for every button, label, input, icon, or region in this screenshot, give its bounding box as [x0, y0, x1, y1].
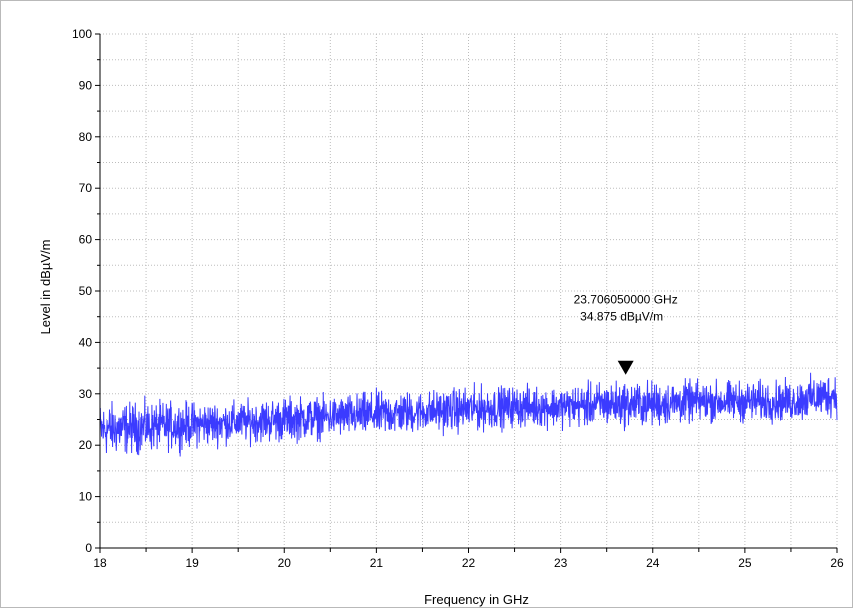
x-tick-label: 18	[93, 556, 107, 570]
marker-frequency-label: 23.706050000 GHz	[574, 293, 678, 307]
marker-triangle-icon	[617, 360, 634, 375]
x-tick-label: 25	[738, 556, 752, 570]
axes	[99, 34, 837, 549]
x-tick-label: 24	[646, 556, 660, 570]
y-tick-label: 80	[79, 130, 93, 144]
y-tick-label: 30	[79, 387, 93, 401]
y-tick-label: 100	[72, 27, 92, 41]
marker-layer: 23.706050000 GHz 34.875 dBµV/m	[574, 293, 678, 375]
grid	[100, 33, 838, 548]
y-tick-label: 40	[79, 335, 93, 349]
y-axis-title: Level in dBµV/m	[38, 240, 53, 335]
x-tick-label: 21	[370, 556, 384, 570]
x-tick-label: 20	[278, 556, 292, 570]
marker-level-label: 34.875 dBµV/m	[580, 310, 663, 324]
tick-layer: 0 10 20 30 40 50 60 70 80 90 100 18 19 20 21 22 23 24 25 26	[72, 27, 844, 570]
x-tick-label: 26	[830, 556, 844, 570]
y-tick-label: 50	[79, 284, 93, 298]
y-tick-label: 0	[85, 541, 92, 555]
y-tick-label: 20	[79, 438, 93, 452]
y-tick-label: 60	[79, 233, 93, 247]
x-tick-label: 23	[554, 556, 568, 570]
y-tick-label: 70	[79, 181, 93, 195]
series-layer	[99, 372, 838, 457]
x-tick-label: 22	[462, 556, 476, 570]
x-axis-title: Frequency in GHz	[424, 592, 529, 607]
x-tick-label: 19	[185, 556, 199, 570]
spectrum-trace	[99, 372, 838, 457]
y-tick-label: 90	[79, 78, 93, 92]
y-tick-label: 10	[79, 490, 93, 504]
